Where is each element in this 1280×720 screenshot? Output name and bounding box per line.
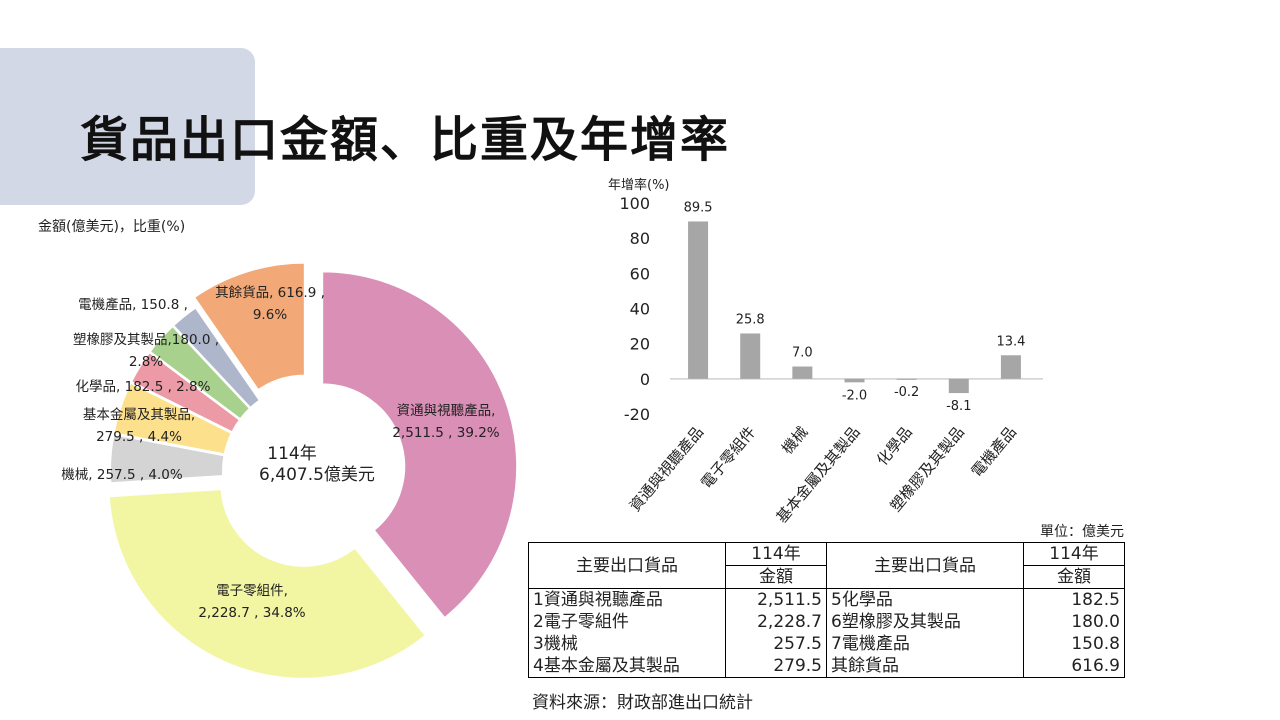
y-tick-label: 0 bbox=[640, 370, 650, 389]
pie-ylabel: 金額(億美元)，比重(%) bbox=[38, 219, 185, 235]
cell-value: 2,228.7 bbox=[725, 611, 827, 633]
pie-slice-0 bbox=[321, 270, 519, 620]
y-tick-label: 20 bbox=[630, 335, 650, 354]
x-tick-label: 電機產品 bbox=[968, 423, 1020, 481]
cell-value: 180.0 bbox=[1023, 611, 1125, 633]
bar-ylabel: 年增率(%) bbox=[608, 177, 670, 193]
bar-value-label: 25.8 bbox=[736, 312, 765, 327]
cell-name: 1資通與視聽產品 bbox=[528, 588, 726, 611]
header-year-left: 114年 bbox=[725, 542, 827, 566]
cell-value: 279.5 bbox=[725, 655, 827, 678]
slice-label-3: 279.5 , 4.4% bbox=[96, 429, 182, 445]
slice-label-5: 塑橡膠及其製品,180.0 , bbox=[73, 332, 219, 348]
title-background bbox=[0, 48, 255, 205]
slice-label-1: 電子零組件, bbox=[216, 583, 288, 599]
bar-0 bbox=[688, 221, 709, 379]
slice-label-4: 化學品, 182.5 , 2.8% bbox=[76, 379, 211, 395]
pie-slice-6 bbox=[171, 306, 262, 410]
cell-name: 6塑橡膠及其製品 bbox=[826, 611, 1024, 633]
y-tick-label: -20 bbox=[624, 405, 650, 424]
center-label-year: 114年 bbox=[267, 444, 316, 464]
bar-5 bbox=[948, 378, 969, 394]
source-note: 資料來源：財政部進出口統計 bbox=[532, 693, 753, 713]
slice-label-3: 基本金屬及其製品, bbox=[83, 406, 195, 423]
x-tick-label: 資通與視聽產品 bbox=[626, 423, 707, 515]
cell-name: 4基本金屬及其製品 bbox=[528, 655, 726, 678]
bar-2 bbox=[792, 366, 813, 379]
header-amount-right: 金額 bbox=[1023, 565, 1125, 589]
page-title: 貨品出口金額、比重及年增率 bbox=[80, 112, 731, 168]
center-label-total: 6,407.5億美元 bbox=[259, 465, 375, 485]
unit-label: 單位：億美元 bbox=[1040, 524, 1124, 540]
slice-label-0: 資通與視聽產品, bbox=[397, 402, 496, 419]
cell-value: 150.8 bbox=[1023, 633, 1125, 655]
y-tick-label: 80 bbox=[630, 229, 650, 248]
pie-slice-1 bbox=[107, 488, 428, 680]
table-row: 4基本金屬及其製品 279.5 其餘貨品 616.9 bbox=[528, 655, 1125, 678]
bar-value-label: -0.2 bbox=[894, 385, 919, 400]
slice-label-6: 電機產品, 150.8 , bbox=[78, 296, 188, 313]
bar-value-label: -8.1 bbox=[946, 399, 971, 414]
x-tick-label: 電子零組件 bbox=[697, 423, 759, 492]
bar-3 bbox=[844, 378, 865, 383]
y-tick-label: 100 bbox=[619, 194, 650, 213]
cell-name: 5化學品 bbox=[826, 588, 1024, 611]
y-tick-label: 60 bbox=[630, 264, 650, 283]
cell-name: 3機械 bbox=[528, 633, 726, 655]
table-row: 1資通與視聽產品 2,511.5 5化學品 182.5 bbox=[528, 588, 1125, 611]
bar-value-label: 7.0 bbox=[792, 346, 813, 361]
slice-label-0: 2,511.5 , 39.2% bbox=[392, 425, 499, 441]
bar-value-label: 13.4 bbox=[996, 334, 1025, 349]
bar-chart: 年增率(%)100 80 60 40 20 0 -20 89.5 資通與視聽產品 25.8 電子零組… bbox=[608, 177, 1043, 527]
slice-label-7: 其餘貨品, 616.9 , bbox=[215, 284, 325, 301]
header-item-left: 主要出口貨品 bbox=[528, 542, 726, 589]
header-item-right: 主要出口貨品 bbox=[826, 542, 1024, 589]
header-amount-left: 金額 bbox=[725, 565, 827, 589]
bar-value-label: 89.5 bbox=[684, 200, 713, 215]
cell-value: 257.5 bbox=[725, 633, 827, 655]
pie-slice-7 bbox=[192, 261, 306, 392]
cell-name: 7電機產品 bbox=[826, 633, 1024, 655]
bar-value-label: -2.0 bbox=[842, 388, 867, 403]
cell-value: 2,511.5 bbox=[725, 588, 827, 611]
cell-value: 182.5 bbox=[1023, 588, 1125, 611]
table-row: 2電子零組件 2,228.7 6塑橡膠及其製品 180.0 bbox=[528, 611, 1125, 633]
table-row: 3機械 257.5 7電機產品 150.8 bbox=[528, 633, 1125, 655]
cell-name: 其餘貨品 bbox=[826, 655, 1024, 678]
y-tick-label: 40 bbox=[630, 300, 650, 319]
pie-slice-2 bbox=[109, 433, 226, 485]
x-tick-label: 機械 bbox=[778, 423, 811, 458]
cell-name: 2電子零組件 bbox=[528, 611, 726, 633]
x-tick-label: 化學品 bbox=[873, 423, 916, 469]
bar-1 bbox=[740, 333, 761, 379]
slice-label-5: 2.8% bbox=[129, 354, 163, 370]
header-year-right: 114年 bbox=[1023, 542, 1125, 566]
bar-4 bbox=[896, 378, 917, 380]
slice-label-1: 2,228.7 , 34.8% bbox=[198, 605, 305, 621]
slice-label-2: 機械, 257.5 , 4.0% bbox=[61, 467, 183, 483]
cell-value: 616.9 bbox=[1023, 655, 1125, 678]
slice-label-7: 9.6% bbox=[253, 307, 287, 323]
export-table: 主要出口貨品 114年 主要出口貨品 114年 金額 金額 1資通與視聽產品 2… bbox=[528, 542, 1125, 678]
bar-6 bbox=[1000, 355, 1021, 379]
